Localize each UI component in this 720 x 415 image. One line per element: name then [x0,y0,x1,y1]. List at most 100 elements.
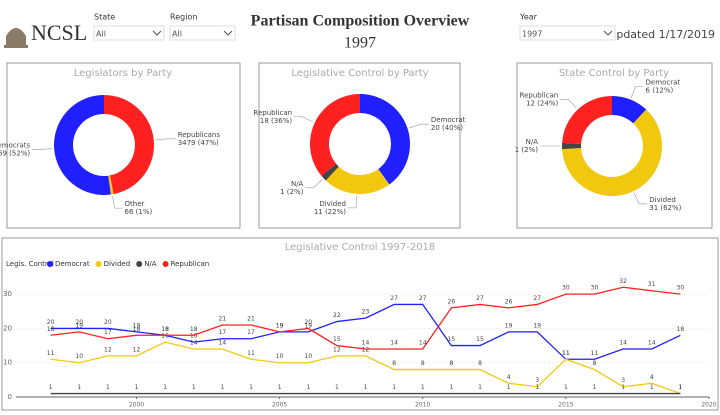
data-label: 11 [562,350,570,357]
data-label: 19 [533,322,541,329]
dropdown-value: 1997 [522,30,542,39]
data-label: 10 [304,353,312,360]
slice [108,175,114,195]
x-tick-label: 2010 [415,402,430,409]
data-label: 8 [478,360,482,367]
y-tick-label: 0 [8,393,12,401]
slice-value: 3479 (47%) [178,139,219,147]
data-label: 14 [419,340,427,347]
data-label: 15 [476,336,484,343]
data-label: 1 [593,384,597,391]
data-label: 1 [507,384,511,391]
data-label: 1 [278,384,282,391]
series-line [50,341,681,395]
data-label: 30 [562,285,570,292]
data-label: 20 [75,319,83,326]
legend-dot [136,261,143,267]
data-label: 27 [476,295,484,302]
slice [54,95,111,195]
panel [1,237,719,411]
data-label: 11 [47,350,55,357]
leader-line [155,138,176,141]
data-label: 10 [75,353,83,360]
data-label: 11 [247,350,255,357]
dropdown-box[interactable] [169,25,236,41]
data-label: 8 [421,360,425,367]
data-label: 10 [276,353,284,360]
data-label: 1 [392,384,396,391]
data-label: 23 [362,309,370,316]
slice-value: 11 (22%) [314,208,346,216]
data-label: 16 [190,333,198,340]
data-label: 18 [47,326,55,333]
legend-dot [95,261,102,267]
data-label: 19 [133,322,141,329]
slice-label: Democrat [431,116,466,124]
panel [6,62,241,229]
data-label: 18 [190,326,198,333]
data-label: 8 [449,360,453,367]
data-label: 14 [619,340,627,347]
slice-value: 1 (2%) [280,188,304,196]
leader-line [409,123,429,129]
slice [321,163,339,181]
panel [258,62,461,229]
slice-label: Republican [520,91,559,99]
data-label: 12 [104,346,112,353]
leader-line [294,116,314,123]
slice-label: Republicans [178,131,221,139]
data-label: 30 [677,285,685,292]
filter-label: Year [519,13,538,22]
slice-value: 18 (36%) [260,117,292,125]
data-label: 1 [678,384,682,391]
slice-label: Republican [253,109,292,117]
slice [309,94,360,176]
legend-label: Divided [104,260,131,268]
data-label: 17 [104,329,112,336]
legend-title: Legis. Control [6,260,54,268]
data-label: 26 [448,298,456,305]
data-label: 8 [392,360,396,367]
data-label: 20 [304,319,312,326]
data-label: 22 [333,312,341,319]
logo-text: NCSL [31,20,87,45]
leader-line [305,179,323,189]
data-label: 12 [333,346,341,353]
data-label: 1 [249,384,253,391]
data-label: 18 [161,326,169,333]
slice-label: N/A [291,180,304,188]
data-label: 18 [677,326,685,333]
data-label: 1 [220,384,224,391]
filter-label: Region [170,13,197,22]
leader-line [347,195,358,209]
data-label: 1 [49,384,53,391]
slice-label: Divided [649,196,676,204]
dropdown-box[interactable] [93,25,165,41]
slice-value: 1 (2%) [515,146,539,154]
leader-line [633,192,648,205]
y-tick-label: 30 [3,290,12,298]
data-label: 19 [276,322,284,329]
slice [104,95,154,195]
leader-line [112,196,123,209]
dropdown[interactable]: All [169,25,236,41]
dropdown[interactable]: All [93,25,165,41]
data-label: 1 [564,384,568,391]
slice-label: Democrat [646,78,681,86]
data-label: 20 [104,319,112,326]
data-label: 18 [133,326,141,333]
data-label: 3 [535,377,539,384]
data-label: 15 [448,336,456,343]
logo-base [4,45,28,48]
dropdown[interactable]: 1997 [519,25,616,41]
slice-value: 3869 (52%) [0,149,30,157]
slice-label: Democrats [0,141,30,149]
page-title: Partisan Composition Overview [251,13,470,30]
data-label: 1 [678,384,682,391]
x-tick-label: 2015 [558,402,573,409]
data-label: 4 [507,374,511,381]
data-label: 14 [219,340,227,347]
legend-dot [47,261,53,267]
dropdown-box[interactable] [519,25,616,41]
